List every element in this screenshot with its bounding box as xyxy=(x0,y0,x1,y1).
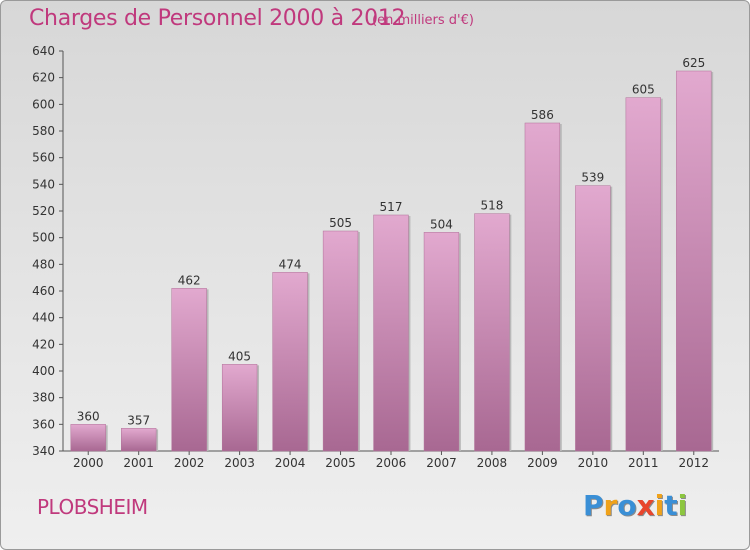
y-tick-label: 560 xyxy=(32,151,55,165)
data-label: 405 xyxy=(228,349,251,363)
data-label: 625 xyxy=(682,56,705,70)
logo-letter: P xyxy=(583,489,604,522)
chart-title: Charges de Personnel 2000 à 2012 xyxy=(29,6,406,31)
x-tick-label: 2004 xyxy=(275,456,306,470)
bar-2003 xyxy=(221,364,258,452)
x-tick-label: 2001 xyxy=(123,456,154,470)
data-label: 504 xyxy=(430,217,453,231)
y-tick-label: 400 xyxy=(32,364,55,378)
chart-subtitle: (en milliers d'€) xyxy=(372,13,474,28)
bar-2005 xyxy=(322,230,359,452)
bar-2006 xyxy=(373,214,409,452)
y-tick-label: 620 xyxy=(32,71,55,85)
bar-2001 xyxy=(121,428,157,452)
proxiti-logo: Proxiti xyxy=(583,489,687,522)
logo-letter: x xyxy=(636,489,655,522)
y-tick-label: 460 xyxy=(32,284,55,298)
y-tick-label: 580 xyxy=(32,124,55,138)
y-tick-label: 440 xyxy=(32,311,55,325)
bar-2008 xyxy=(474,213,510,452)
y-tick-label: 640 xyxy=(32,44,55,58)
logo-letter: t xyxy=(664,489,678,522)
y-tick-label: 420 xyxy=(32,337,55,351)
y-tick-label: 380 xyxy=(32,391,55,405)
y-tick-label: 520 xyxy=(32,204,55,218)
x-tick-label: 2005 xyxy=(325,456,356,470)
bar-2007 xyxy=(423,232,460,452)
bar-2009 xyxy=(524,122,561,452)
y-tick-label: 600 xyxy=(32,97,55,111)
bar-2004 xyxy=(272,272,308,452)
data-label: 505 xyxy=(329,216,352,230)
logo-letter: i xyxy=(654,489,665,522)
data-label: 360 xyxy=(77,409,100,423)
data-label: 517 xyxy=(380,200,403,214)
data-label: 586 xyxy=(531,108,554,122)
y-tick-label: 360 xyxy=(32,417,55,431)
location-name: PLOBSHEIM xyxy=(37,495,148,519)
x-tick-label: 2010 xyxy=(578,456,609,470)
bar-2002 xyxy=(171,288,207,452)
logo-letter: o xyxy=(617,489,637,522)
data-label: 605 xyxy=(632,83,655,97)
x-tick-label: 2002 xyxy=(174,456,205,470)
x-tick-label: 2009 xyxy=(527,456,558,470)
x-tick-label: 2011 xyxy=(628,456,659,470)
x-tick-label: 2008 xyxy=(477,456,508,470)
bar-2000 xyxy=(70,424,106,452)
data-label: 518 xyxy=(480,199,503,213)
logo-letter: r xyxy=(603,489,618,522)
x-tick-label: 2000 xyxy=(73,456,104,470)
x-tick-label: 2012 xyxy=(678,456,709,470)
y-tick-label: 500 xyxy=(32,231,55,245)
logo-letter: i xyxy=(677,489,688,522)
data-label: 462 xyxy=(178,273,201,287)
bar-2012 xyxy=(676,70,712,452)
data-label: 539 xyxy=(581,171,604,185)
data-label: 357 xyxy=(127,413,150,427)
y-tick-label: 480 xyxy=(32,257,55,271)
x-tick-label: 2003 xyxy=(224,456,255,470)
bar-2011 xyxy=(625,97,661,452)
y-tick-label: 540 xyxy=(32,177,55,191)
y-tick-label: 340 xyxy=(32,444,55,458)
bar-2010 xyxy=(575,185,611,452)
x-tick-label: 2007 xyxy=(426,456,457,470)
data-label: 474 xyxy=(279,257,302,271)
x-tick-label: 2006 xyxy=(376,456,407,470)
